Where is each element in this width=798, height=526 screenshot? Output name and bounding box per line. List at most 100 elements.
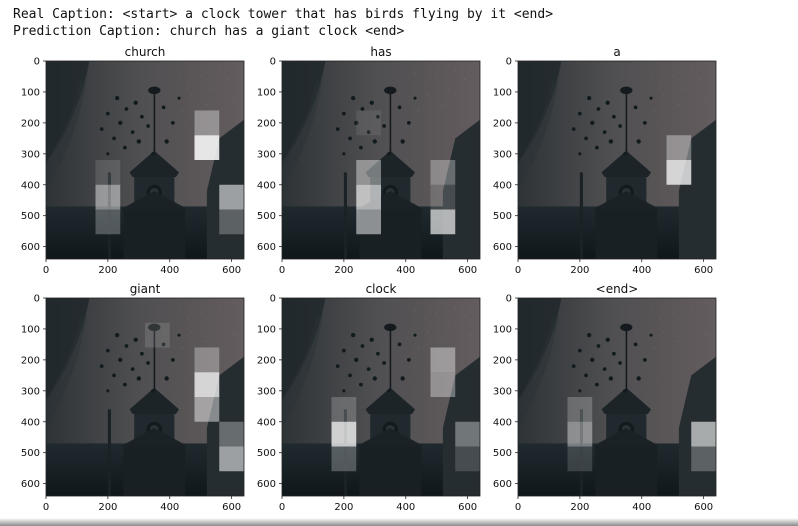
y-tick-label: 200	[21, 355, 40, 366]
axes-frame	[281, 297, 481, 497]
y-tick-label: 200	[257, 355, 276, 366]
y-tick-label: 600	[493, 479, 512, 490]
attention-cell	[194, 135, 220, 160]
attention-cell	[194, 347, 220, 373]
x-tick-label: 0	[279, 502, 285, 513]
attention-panel: <end> 0 200 400 600 0 100 200 300 400 500 600	[493, 282, 717, 513]
prediction-caption: Prediction Caption: church has a giant c…	[13, 24, 405, 39]
attention-cell	[666, 135, 692, 160]
attention-cell	[567, 446, 593, 472]
axes-frame	[45, 60, 245, 260]
attention-cell	[691, 421, 716, 447]
y-tick-label: 100	[257, 324, 276, 335]
axes-frame	[45, 297, 245, 497]
attention-cell	[430, 347, 456, 373]
attention-cell	[666, 160, 692, 185]
attention-cell	[219, 209, 245, 235]
x-tick-label: 200	[570, 265, 589, 276]
x-tick-label: 600	[694, 265, 713, 276]
y-tick-label: 300	[493, 149, 512, 160]
y-tick-label: 400	[493, 180, 512, 191]
y-tick-label: 200	[21, 118, 40, 129]
panel-title: church	[125, 45, 166, 59]
x-tick-label: 600	[458, 265, 477, 276]
x-tick-label: 0	[43, 502, 49, 513]
attention-cell	[331, 446, 357, 472]
panel-title: clock	[366, 282, 397, 296]
y-tick-label: 600	[21, 479, 40, 490]
y-tick-label: 500	[493, 448, 512, 459]
attention-cell	[455, 421, 480, 447]
y-tick-label: 600	[493, 242, 512, 253]
attention-cell	[430, 184, 456, 210]
y-tick-label: 0	[270, 294, 276, 305]
attention-panel: church 0 200 400 600 0 100 200 300 400 500 600	[21, 45, 245, 276]
y-tick-label: 400	[21, 180, 40, 191]
y-tick-label: 400	[21, 417, 40, 428]
attention-panel: has 0 200 400 600 0 100 200 300 400 500 600	[257, 45, 481, 276]
panel-title: <end>	[596, 282, 639, 296]
attention-cell	[95, 209, 121, 235]
y-tick-label: 400	[257, 417, 276, 428]
y-tick-label: 300	[257, 149, 276, 160]
x-tick-label: 400	[396, 265, 415, 276]
attention-cell	[356, 160, 381, 185]
y-tick-label: 0	[34, 294, 40, 305]
y-tick-label: 500	[257, 448, 276, 459]
attention-cell	[219, 446, 245, 472]
y-tick-label: 300	[21, 149, 40, 160]
x-tick-label: 200	[98, 265, 117, 276]
attention-cell	[567, 421, 593, 447]
y-tick-label: 0	[506, 57, 512, 68]
attention-cell	[356, 110, 381, 136]
y-tick-label: 200	[257, 118, 276, 129]
y-tick-label: 100	[21, 87, 40, 98]
x-tick-label: 0	[43, 265, 49, 276]
y-tick-label: 200	[493, 118, 512, 129]
attention-cell	[430, 372, 456, 397]
x-tick-label: 0	[279, 265, 285, 276]
panel-title: has	[370, 45, 391, 59]
attention-cell	[356, 184, 381, 210]
window-bottom-edge	[0, 518, 798, 526]
y-tick-label: 300	[257, 386, 276, 397]
y-tick-label: 600	[21, 242, 40, 253]
attention-panel: a 0 200 400 600 0 100 200 300 400 500 600	[493, 45, 717, 276]
y-tick-label: 100	[493, 87, 512, 98]
y-tick-label: 600	[257, 479, 276, 490]
panel-title: giant	[130, 282, 161, 296]
attention-cell	[95, 160, 121, 185]
attention-cell	[95, 184, 121, 210]
attention-cell	[194, 110, 220, 136]
y-tick-label: 100	[493, 324, 512, 335]
attention-cell	[430, 209, 456, 235]
attention-panel: giant 0 200 400 600 0 100 200 300 400 500 600	[21, 282, 245, 513]
attention-panel: clock 0 200 400 600 0 100 200 300 400 500 600	[257, 282, 481, 513]
attention-cell	[331, 421, 357, 447]
attention-cell	[567, 397, 593, 422]
axes-frame	[281, 60, 481, 260]
y-tick-label: 400	[257, 180, 276, 191]
y-tick-label: 100	[257, 87, 276, 98]
x-tick-label: 400	[160, 265, 179, 276]
attention-cell	[356, 209, 381, 235]
x-tick-label: 600	[458, 502, 477, 513]
attention-cell	[219, 184, 245, 210]
x-tick-label: 200	[334, 502, 353, 513]
panel-title: a	[613, 45, 620, 59]
x-tick-label: 600	[222, 265, 241, 276]
real-caption: Real Caption: <start> a clock tower that…	[13, 7, 554, 22]
x-tick-label: 200	[334, 265, 353, 276]
y-tick-label: 600	[257, 242, 276, 253]
y-tick-label: 100	[21, 324, 40, 335]
x-tick-label: 400	[632, 265, 651, 276]
axes-frame	[517, 60, 717, 260]
attention-cell	[331, 397, 357, 422]
axes-frame	[517, 297, 717, 497]
clock-tower-image	[518, 298, 716, 496]
attention-cell	[145, 322, 170, 348]
attention-cell	[430, 160, 456, 185]
x-tick-label: 400	[160, 502, 179, 513]
y-tick-label: 500	[257, 211, 276, 222]
